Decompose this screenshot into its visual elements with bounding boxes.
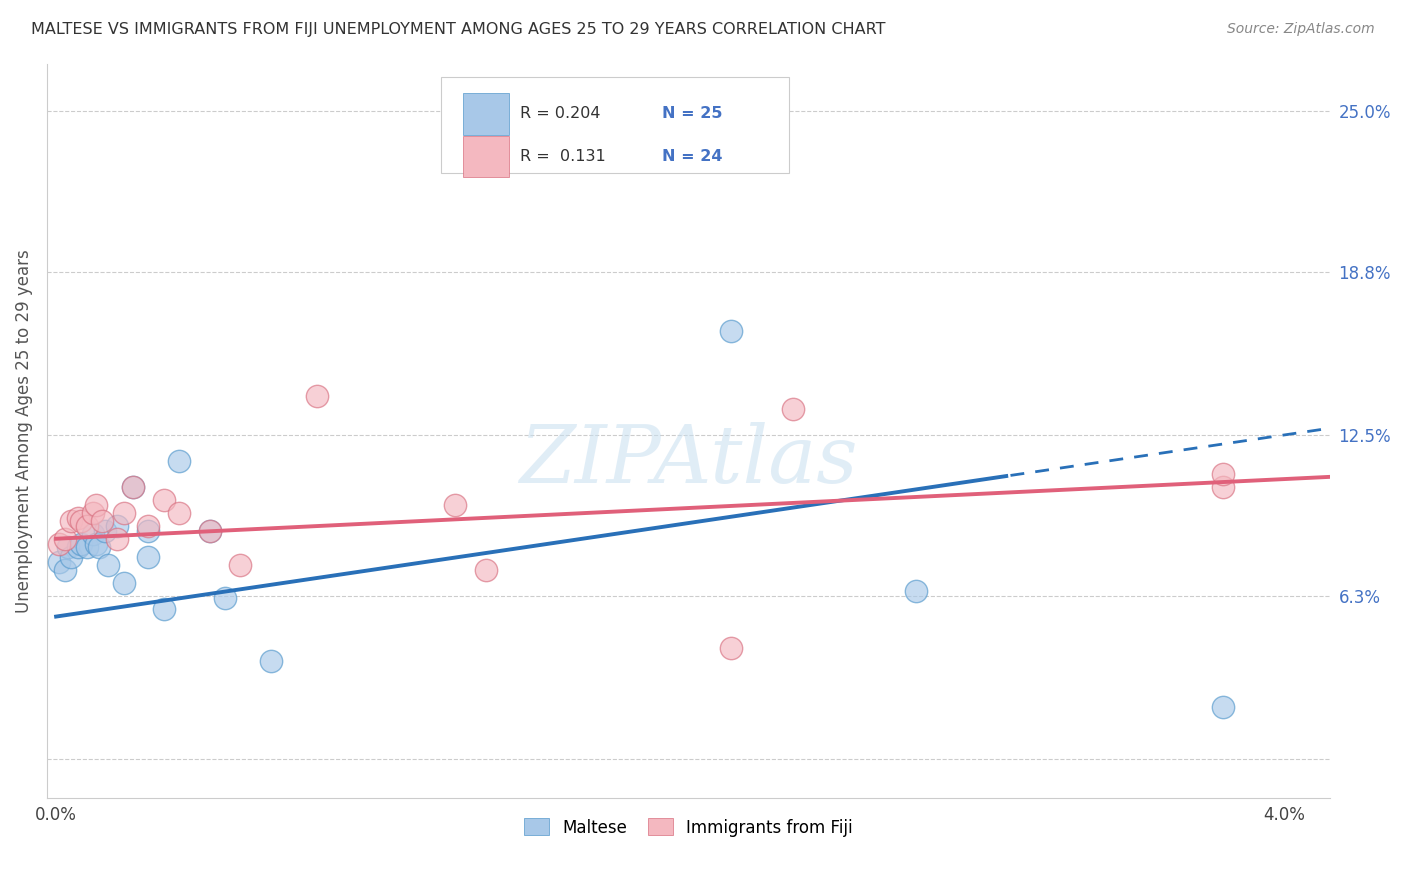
Point: [136, 524, 159, 538]
FancyBboxPatch shape: [441, 77, 789, 173]
Point: [107, 532, 129, 546]
FancyBboxPatch shape: [463, 94, 509, 135]
Point: [112, 575, 135, 590]
Point: [60, 549, 83, 564]
Point: [152, 492, 174, 507]
Point: [720, 640, 742, 655]
Point: [121, 480, 143, 494]
Point: [84, 498, 107, 512]
Text: N = 24: N = 24: [661, 149, 723, 164]
Point: [136, 518, 159, 533]
Point: [48, 555, 70, 569]
Point: [152, 601, 174, 615]
Point: [305, 389, 328, 403]
Text: MALTESE VS IMMIGRANTS FROM FIJI UNEMPLOYMENT AMONG AGES 25 TO 29 YEARS CORRELATI: MALTESE VS IMMIGRANTS FROM FIJI UNEMPLOY…: [31, 22, 886, 37]
Point: [97, 558, 120, 572]
Point: [91, 514, 114, 528]
Point: [260, 654, 283, 668]
Point: [198, 524, 221, 538]
Point: [60, 514, 83, 528]
Point: [121, 480, 143, 494]
Point: [136, 549, 159, 564]
Point: [720, 324, 742, 338]
Point: [84, 537, 107, 551]
Point: [82, 506, 104, 520]
Point: [76, 540, 98, 554]
Point: [58, 540, 80, 554]
Point: [76, 518, 98, 533]
Point: [214, 591, 236, 606]
Point: [782, 402, 804, 417]
Point: [167, 506, 190, 520]
Legend: Maltese, Immigrants from Fiji: Maltese, Immigrants from Fiji: [516, 810, 860, 845]
Y-axis label: Unemployment Among Ages 25 to 29 years: Unemployment Among Ages 25 to 29 years: [15, 249, 32, 613]
Text: N = 25: N = 25: [661, 106, 723, 121]
Point: [69, 514, 91, 528]
Text: ZIPAtlas: ZIPAtlas: [519, 422, 858, 500]
Text: R =  0.131: R = 0.131: [520, 149, 606, 164]
Point: [1212, 467, 1234, 481]
Point: [1212, 480, 1234, 494]
Point: [904, 583, 927, 598]
FancyBboxPatch shape: [463, 136, 509, 178]
Point: [87, 540, 110, 554]
Point: [48, 537, 70, 551]
Point: [229, 558, 252, 572]
Text: R = 0.204: R = 0.204: [520, 106, 600, 121]
Point: [167, 454, 190, 468]
Point: [1212, 700, 1234, 714]
Point: [94, 524, 117, 538]
Point: [107, 518, 129, 533]
Text: Source: ZipAtlas.com: Source: ZipAtlas.com: [1227, 22, 1375, 37]
Point: [82, 526, 104, 541]
Point: [475, 563, 498, 577]
Point: [53, 563, 76, 577]
Point: [198, 524, 221, 538]
Point: [69, 537, 91, 551]
Point: [66, 540, 89, 554]
Point: [444, 498, 467, 512]
Point: [112, 506, 135, 520]
Point: [53, 532, 76, 546]
Point: [66, 511, 89, 525]
